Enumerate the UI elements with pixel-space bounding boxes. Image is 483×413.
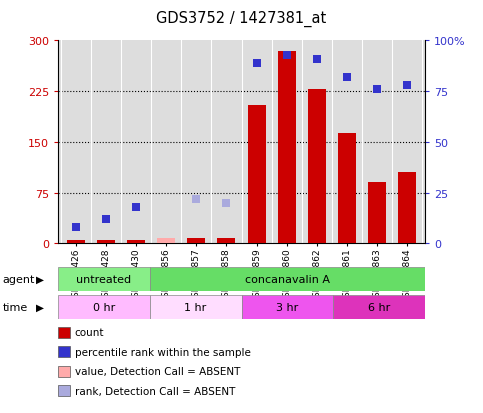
- Bar: [333, 295, 425, 319]
- Text: count: count: [75, 328, 104, 337]
- Bar: [67, 240, 85, 244]
- Bar: [127, 240, 145, 244]
- Text: agent: agent: [2, 274, 35, 284]
- Bar: [308, 90, 326, 244]
- Text: 3 hr: 3 hr: [276, 302, 298, 312]
- Text: time: time: [2, 302, 28, 312]
- Text: untreated: untreated: [76, 274, 131, 284]
- Bar: [187, 238, 205, 244]
- Text: percentile rank within the sample: percentile rank within the sample: [75, 347, 251, 357]
- Bar: [338, 134, 356, 244]
- Text: ▶: ▶: [36, 302, 43, 312]
- Bar: [97, 240, 115, 244]
- Text: 1 hr: 1 hr: [185, 302, 207, 312]
- Text: concanavalin A: concanavalin A: [245, 274, 330, 284]
- Text: 0 hr: 0 hr: [93, 302, 115, 312]
- Bar: [157, 238, 175, 244]
- Bar: [58, 267, 150, 291]
- Bar: [150, 267, 425, 291]
- Bar: [58, 295, 150, 319]
- Bar: [368, 183, 386, 244]
- Text: rank, Detection Call = ABSENT: rank, Detection Call = ABSENT: [75, 386, 235, 396]
- Bar: [242, 295, 333, 319]
- Text: GDS3752 / 1427381_at: GDS3752 / 1427381_at: [156, 10, 327, 26]
- Bar: [217, 238, 236, 244]
- Bar: [247, 105, 266, 244]
- Bar: [150, 295, 242, 319]
- Text: ▶: ▶: [36, 274, 43, 284]
- Bar: [278, 52, 296, 244]
- Text: value, Detection Call = ABSENT: value, Detection Call = ABSENT: [75, 366, 240, 376]
- Bar: [398, 173, 416, 244]
- Text: 6 hr: 6 hr: [368, 302, 390, 312]
